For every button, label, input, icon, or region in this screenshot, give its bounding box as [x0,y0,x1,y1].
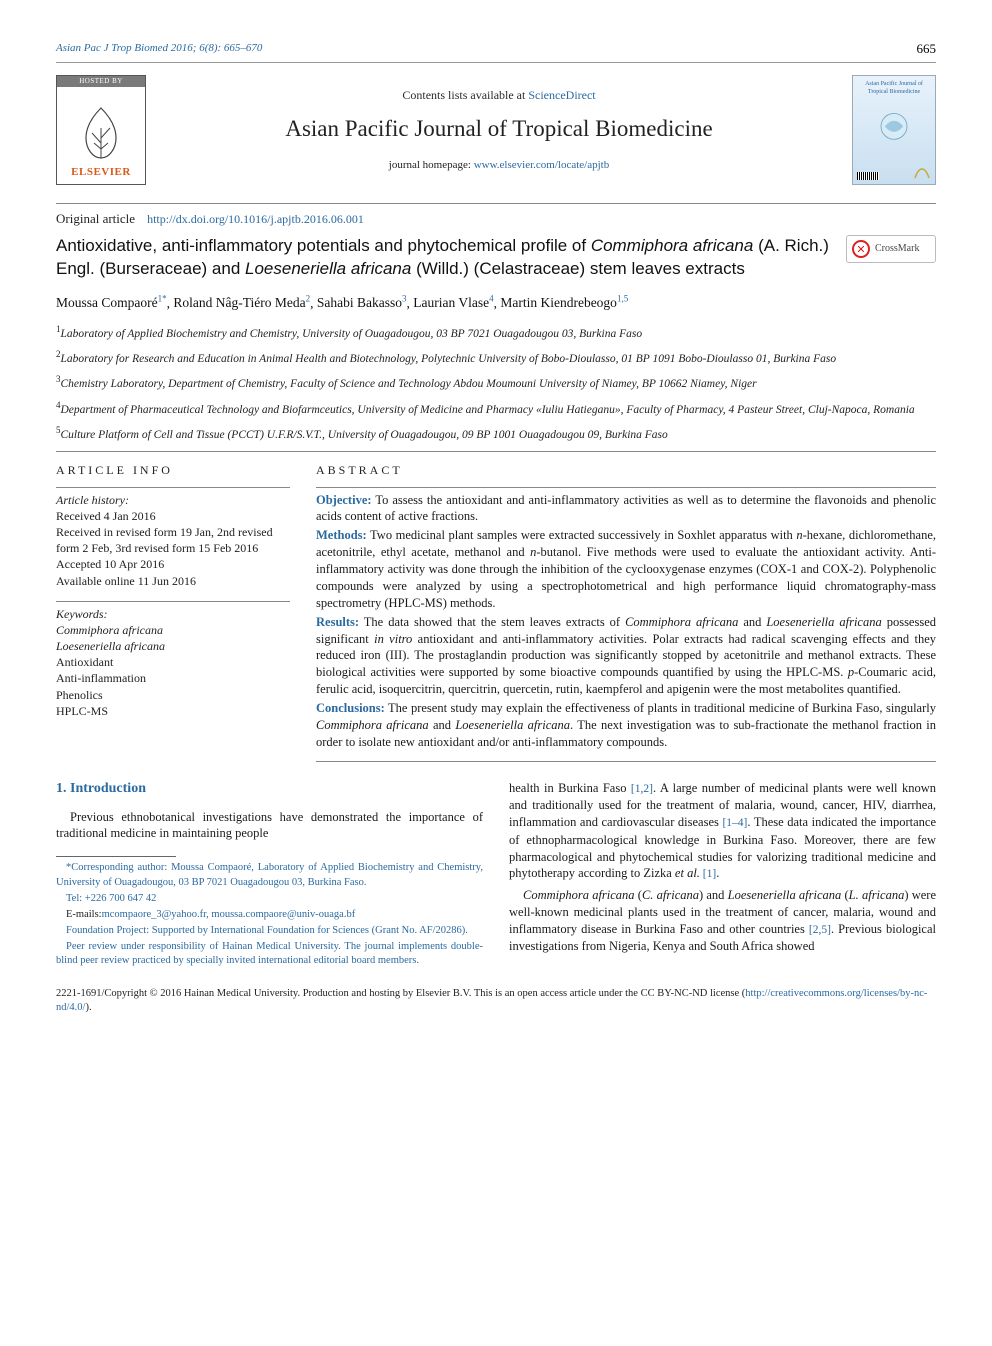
abstract-results-label: Results: [316,615,359,629]
license-footer: 2221-1691/Copyright © 2016 Hainan Medica… [56,987,936,1015]
author: Roland Nâg-Tiéro Meda2 [173,295,310,310]
authors-line: Moussa Compaoré1*, Roland Nâg-Tiéro Meda… [56,293,936,313]
article-type: Original article [56,210,135,228]
cover-title: Asian Pacific Journal of Tropical Biomed… [857,80,931,96]
elsevier-tree-icon [74,103,128,163]
article-info-column: ARTICLE INFO Article history: Received 4… [56,462,290,761]
running-header: Asian Pac J Trop Biomed 2016; 6(8): 665–… [56,40,936,63]
abstract-text: The present study may explain the effect… [385,701,936,715]
footnote-funding: Foundation Project: Supported by Interna… [56,924,483,938]
crossmark-icon [852,240,870,258]
abstract-text: and [429,718,456,732]
crossmark-button[interactable]: CrossMark [846,235,936,263]
abstract-text: in vitro [374,632,412,646]
citation-ref[interactable]: [1,2] [631,783,653,795]
footnote-peer-review: Peer review under responsibility of Hain… [56,940,483,968]
cover-stamp-icon [913,162,931,180]
keyword: Antioxidant [56,654,290,670]
crossmark-label: CrossMark [875,242,919,256]
article-info-heading: ARTICLE INFO [56,462,290,478]
abstract-text: Loeseneriella africana [455,718,570,732]
author: Laurian Vlase4 [413,295,493,310]
history-item: Accepted 10 Apr 2016 [56,556,290,572]
body-paragraph: Commiphora africana (C. africana) and Lo… [509,887,936,955]
section-heading-intro: 1. Introduction [56,780,483,799]
author: Martin Kiendrebeogo1,5 [500,295,628,310]
header-citation: Asian Pac J Trop Biomed 2016; 6(8): 665–… [56,41,262,56]
homepage-link[interactable]: www.elsevier.com/locate/apjtb [474,159,610,171]
abstract-text: Two medicinal plant samples were extract… [367,528,797,542]
author: Moussa Compaoré1* [56,295,167,310]
author: Sahabi Bakasso3 [317,295,407,310]
title-italic: Loeseneriella africana [245,259,411,278]
keyword: Phenolics [56,687,290,703]
journal-title: Asian Pacific Journal of Tropical Biomed… [162,113,836,144]
hosted-by-label: HOSTED BY [57,76,145,87]
title-text: (Willd.) (Celastraceae) stem leaves extr… [411,259,744,278]
footnotes: *Corresponding author: Moussa Compaoré, … [56,861,483,968]
history-label: Article history: [56,492,290,508]
right-column: health in Burkina Faso [1,2]. A large nu… [509,780,936,971]
doi-link[interactable]: http://dx.doi.org/10.1016/j.apjtb.2016.0… [147,211,364,227]
journal-banner: HOSTED BY ELSEVIER Contents lists availa… [56,75,936,185]
title-text: Antioxidative, anti-inflammatory potenti… [56,236,591,255]
abstract-text: Commiphora africana [625,615,738,629]
sciencedirect-link[interactable]: ScienceDirect [528,88,595,102]
email-link[interactable]: moussa.compaore@univ-ouaga.bf [211,909,355,920]
elsevier-wordmark: ELSEVIER [71,165,131,180]
homepage-prefix: journal homepage: [389,159,474,171]
barcode-icon [857,172,879,180]
license-text: ). [85,1002,91,1013]
abstract-heading: ABSTRACT [316,462,936,478]
history-item: Available online 11 Jun 2016 [56,573,290,589]
journal-homepage: journal homepage: www.elsevier.com/locat… [162,158,836,173]
citation-ref[interactable]: [1–4] [722,817,747,829]
keyword: Commiphora africana [56,622,290,638]
citation-ref[interactable]: [2,5] [809,924,831,936]
journal-cover-thumbnail: Asian Pacific Journal of Tropical Biomed… [852,75,936,185]
abstract-column: ABSTRACT Objective: To assess the antiox… [316,462,936,761]
keyword: Anti-inflammation [56,670,290,686]
body-paragraph: Previous ethnobotanical investigations h… [56,809,483,843]
contents-available: Contents lists available at ScienceDirec… [162,87,836,103]
corresponding-author: *Corresponding author: Moussa Compaoré, … [56,861,483,889]
email-link[interactable]: mcompaore_3@yahoo.fr [102,909,207,920]
abstract-text: and [738,615,766,629]
history-item: Received 4 Jan 2016 [56,508,290,524]
keyword: Loeseneriella africana [56,638,290,654]
abstract-text: The data showed that the stem leaves ext… [359,615,625,629]
affiliation: Department of Pharmaceutical Technology … [61,404,915,416]
footnote-rule [56,856,176,857]
body-paragraph: health in Burkina Faso [1,2]. A large nu… [509,780,936,883]
abstract-methods-label: Methods: [316,528,367,542]
keywords-label: Keywords: [56,606,290,622]
affiliation: Culture Platform of Cell and Tissue (PCC… [61,429,668,441]
affiliation: Chemistry Laboratory, Department of Chem… [61,378,757,390]
title-italic: Commiphora africana [591,236,754,255]
article-title: Antioxidative, anti-inflammatory potenti… [56,235,830,281]
abstract-objective-label: Objective: [316,493,372,507]
affiliations: 1Laboratory of Applied Biochemistry and … [56,323,936,444]
footnote-tel: Tel: +226 700 647 42 [56,892,483,906]
affiliation: Laboratory for Research and Education in… [61,353,837,365]
cover-art-icon [857,106,931,152]
citation-ref[interactable]: [1] [700,868,716,880]
abstract-text: Loeseneriella africana [766,615,881,629]
keyword: HPLC-MS [56,703,290,719]
abstract-text: Commiphora africana [316,718,429,732]
emails-label: E-mails: [56,908,102,922]
contents-prefix: Contents lists available at [402,88,528,102]
page-number: 665 [917,40,937,58]
abstract-conclusions-label: Conclusions: [316,701,385,715]
affiliation: Laboratory of Applied Biochemistry and C… [61,328,643,340]
history-item: Received in revised form 19 Jan, 2nd rev… [56,524,290,556]
abstract-text: To assess the antioxidant and anti-infla… [316,493,936,524]
license-text: 2221-1691/Copyright © 2016 Hainan Medica… [56,988,745,999]
elsevier-logo-box: HOSTED BY ELSEVIER [56,75,146,185]
banner-divider [56,203,936,204]
left-column: 1. Introduction Previous ethnobotanical … [56,780,483,971]
